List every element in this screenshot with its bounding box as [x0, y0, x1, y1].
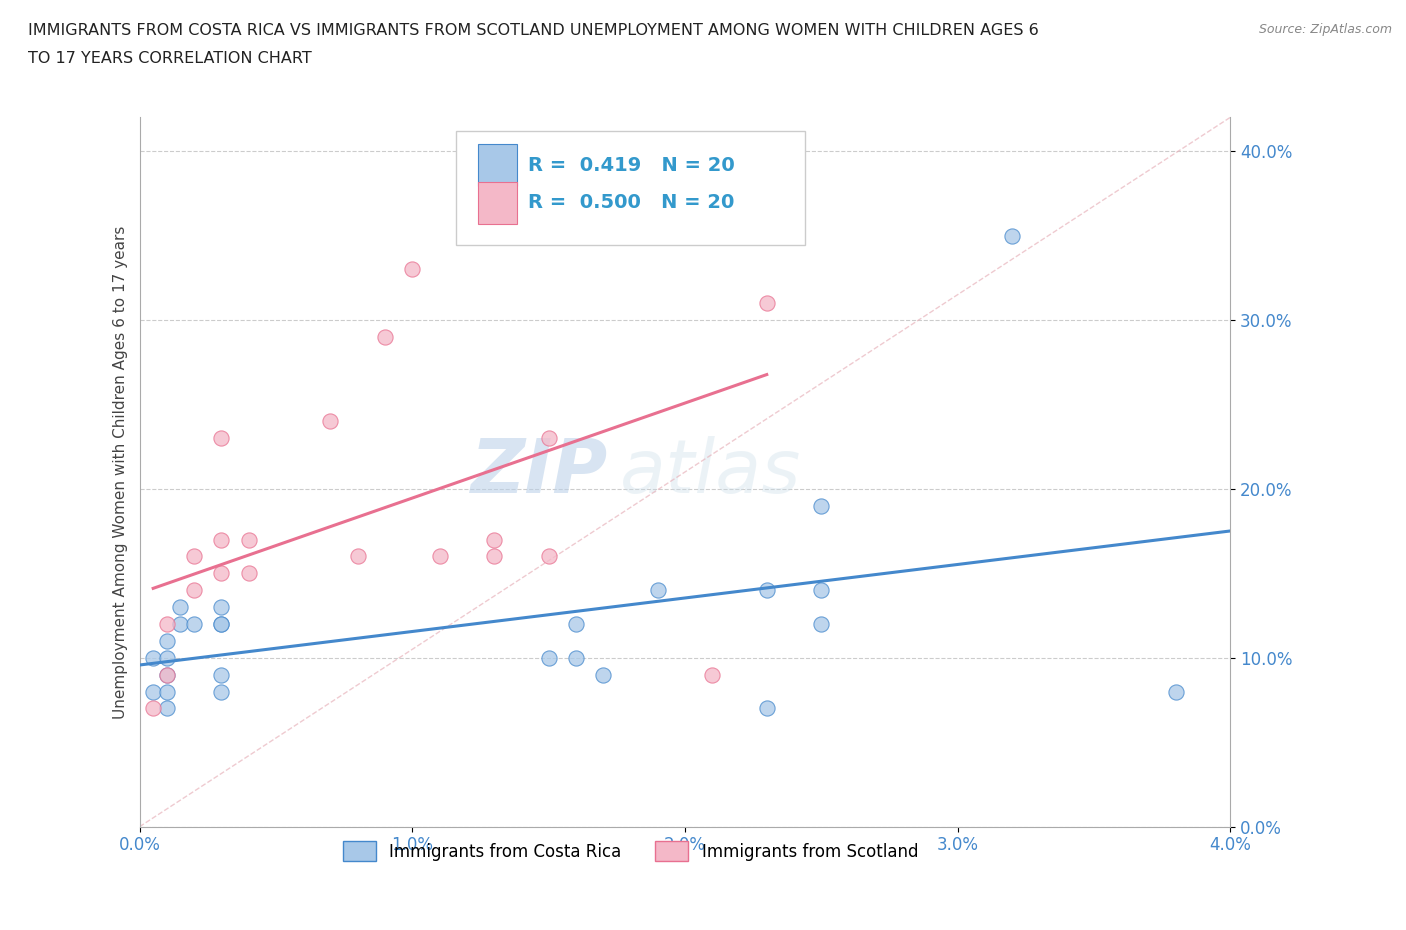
Point: [238, 532, 260, 547]
Point: [482, 549, 505, 564]
Point: [1164, 684, 1187, 699]
Text: TO 17 YEARS CORRELATION CHART: TO 17 YEARS CORRELATION CHART: [28, 51, 312, 66]
Point: [810, 498, 832, 513]
Point: [401, 262, 423, 277]
Point: [156, 617, 179, 631]
FancyBboxPatch shape: [478, 182, 517, 224]
Point: [209, 617, 232, 631]
Point: [238, 566, 260, 581]
Point: [482, 532, 505, 547]
Point: [565, 617, 588, 631]
Point: [592, 667, 614, 682]
Point: [183, 617, 205, 631]
Text: R =  0.419   N = 20: R = 0.419 N = 20: [527, 155, 734, 175]
Point: [209, 532, 232, 547]
Point: [169, 617, 191, 631]
Point: [429, 549, 451, 564]
Point: [156, 633, 179, 648]
Point: [537, 650, 560, 665]
Point: [537, 431, 560, 445]
FancyBboxPatch shape: [478, 144, 517, 186]
Point: [156, 701, 179, 716]
Text: R =  0.500   N = 20: R = 0.500 N = 20: [527, 193, 734, 212]
Point: [346, 549, 368, 564]
Point: [183, 549, 205, 564]
Point: [209, 566, 232, 581]
Point: [565, 650, 588, 665]
Text: IMMIGRANTS FROM COSTA RICA VS IMMIGRANTS FROM SCOTLAND UNEMPLOYMENT AMONG WOMEN : IMMIGRANTS FROM COSTA RICA VS IMMIGRANTS…: [28, 23, 1039, 38]
Point: [537, 549, 560, 564]
Point: [755, 701, 778, 716]
Text: Source: ZipAtlas.com: Source: ZipAtlas.com: [1258, 23, 1392, 36]
Point: [374, 329, 396, 344]
Point: [142, 684, 165, 699]
Point: [1001, 228, 1024, 243]
Point: [209, 600, 232, 615]
Point: [142, 701, 165, 716]
Point: [209, 684, 232, 699]
Legend: Immigrants from Costa Rica, Immigrants from Scotland: Immigrants from Costa Rica, Immigrants f…: [336, 834, 925, 868]
Point: [142, 650, 165, 665]
Point: [156, 667, 179, 682]
Point: [810, 617, 832, 631]
Point: [156, 667, 179, 682]
Point: [209, 431, 232, 445]
Point: [169, 600, 191, 615]
Point: [647, 583, 669, 598]
Y-axis label: Unemployment Among Women with Children Ages 6 to 17 years: Unemployment Among Women with Children A…: [114, 225, 128, 719]
Point: [755, 583, 778, 598]
Text: atlas: atlas: [620, 436, 801, 508]
Point: [319, 414, 342, 429]
Point: [810, 583, 832, 598]
Point: [755, 194, 778, 209]
Point: [183, 583, 205, 598]
Point: [209, 617, 232, 631]
Point: [755, 296, 778, 311]
Point: [156, 650, 179, 665]
Point: [702, 667, 724, 682]
Text: ZIP: ZIP: [471, 435, 609, 509]
Point: [209, 667, 232, 682]
Point: [156, 684, 179, 699]
FancyBboxPatch shape: [456, 131, 806, 245]
